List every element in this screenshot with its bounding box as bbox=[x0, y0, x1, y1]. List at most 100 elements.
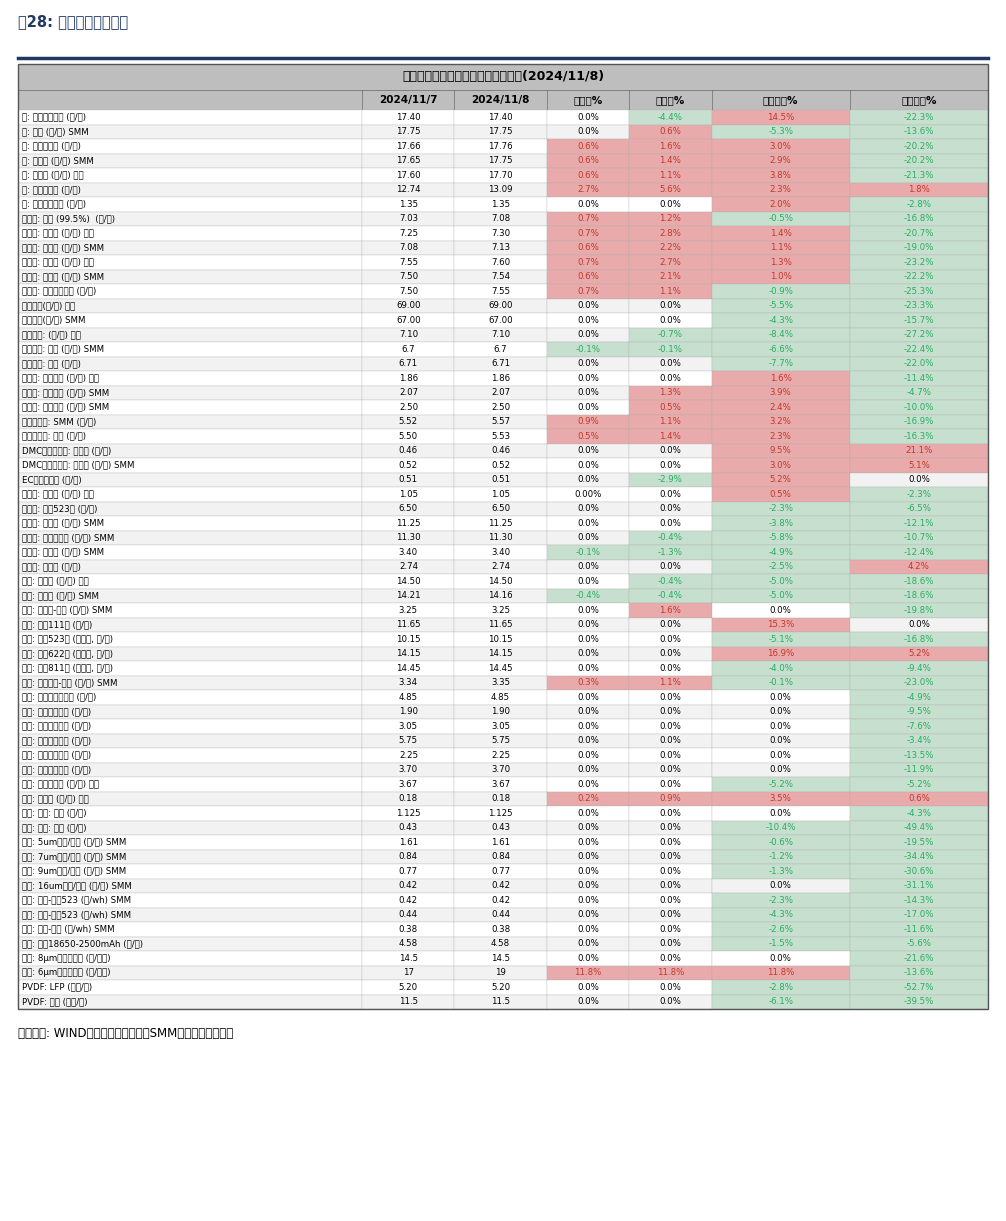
Text: 隔膜: 干法: 百川 (元/平): 隔膜: 干法: 百川 (元/平) bbox=[22, 823, 87, 833]
Bar bbox=[850, 893, 988, 907]
Text: -1.3%: -1.3% bbox=[769, 867, 793, 875]
Bar bbox=[455, 545, 546, 559]
Bar bbox=[629, 618, 711, 632]
Bar bbox=[18, 63, 988, 1009]
Text: 4.58: 4.58 bbox=[491, 939, 510, 949]
Bar bbox=[711, 994, 850, 1009]
Text: 4.2%: 4.2% bbox=[908, 562, 930, 571]
Bar bbox=[18, 589, 362, 603]
Text: 0.5%: 0.5% bbox=[576, 432, 599, 441]
Text: 2.7%: 2.7% bbox=[576, 186, 599, 194]
Text: 图28: 锂电材料价格情况: 图28: 锂电材料价格情况 bbox=[18, 13, 128, 29]
Bar bbox=[850, 139, 988, 154]
Text: 正极: 钴酸锂 (万/吨) SMM: 正极: 钴酸锂 (万/吨) SMM bbox=[22, 591, 99, 601]
Bar bbox=[362, 559, 455, 574]
Text: 11.5: 11.5 bbox=[491, 998, 510, 1006]
Bar bbox=[850, 748, 988, 762]
Text: 1.125: 1.125 bbox=[396, 808, 421, 818]
Text: 0.0%: 0.0% bbox=[576, 562, 599, 571]
Bar bbox=[711, 907, 850, 922]
Bar bbox=[850, 762, 988, 777]
Bar bbox=[18, 226, 362, 241]
Text: 氢氧化锂: 国产 (万/吨) SMM: 氢氧化锂: 国产 (万/吨) SMM bbox=[22, 344, 105, 354]
Text: 5.20: 5.20 bbox=[398, 983, 417, 991]
Bar bbox=[711, 559, 850, 574]
Text: -20.2%: -20.2% bbox=[903, 156, 935, 165]
Bar bbox=[629, 357, 711, 371]
Bar bbox=[711, 487, 850, 502]
Text: 0.0%: 0.0% bbox=[659, 983, 681, 991]
Text: 7.55: 7.55 bbox=[491, 287, 510, 295]
Text: 10.15: 10.15 bbox=[396, 635, 421, 643]
Bar bbox=[455, 922, 546, 937]
Bar bbox=[850, 777, 988, 791]
Bar bbox=[711, 705, 850, 719]
Text: 7.13: 7.13 bbox=[491, 243, 510, 253]
Text: -19.8%: -19.8% bbox=[903, 606, 935, 614]
Text: 0.0%: 0.0% bbox=[659, 316, 681, 325]
Text: 14.50: 14.50 bbox=[488, 576, 513, 586]
Text: 氢氧化锂: (万/吨) 百川: 氢氧化锂: (万/吨) 百川 bbox=[22, 330, 80, 339]
Text: 电解液: 磷酸铁锂 (万/吨) SMM: 电解液: 磷酸铁锂 (万/吨) SMM bbox=[22, 388, 110, 397]
Text: 电池: 方形-三元523 (元/wh) SMM: 电池: 方形-三元523 (元/wh) SMM bbox=[22, 896, 131, 905]
Bar bbox=[546, 298, 629, 313]
Bar bbox=[711, 458, 850, 473]
Text: 3.34: 3.34 bbox=[398, 678, 417, 687]
Text: 0.38: 0.38 bbox=[398, 924, 417, 934]
Text: 14.21: 14.21 bbox=[396, 591, 421, 601]
Bar bbox=[850, 110, 988, 125]
Bar bbox=[362, 342, 455, 357]
Bar bbox=[711, 661, 850, 675]
Bar bbox=[455, 168, 546, 182]
Bar bbox=[362, 646, 455, 661]
Bar bbox=[362, 90, 455, 110]
Text: 0.0%: 0.0% bbox=[659, 562, 681, 571]
Bar bbox=[18, 327, 362, 342]
Text: -34.4%: -34.4% bbox=[903, 852, 935, 861]
Bar bbox=[711, 429, 850, 443]
Text: 负极: 天然石墨中端 (万/吨): 负极: 天然石墨中端 (万/吨) bbox=[22, 766, 92, 774]
Bar bbox=[362, 182, 455, 197]
Text: 0.0%: 0.0% bbox=[576, 998, 599, 1006]
Text: 1.1%: 1.1% bbox=[659, 287, 681, 295]
Text: 14.5: 14.5 bbox=[491, 954, 510, 962]
Text: 0.0%: 0.0% bbox=[659, 519, 681, 527]
Bar bbox=[629, 342, 711, 357]
Bar bbox=[18, 211, 362, 226]
Text: -6.6%: -6.6% bbox=[769, 344, 793, 354]
Text: -39.5%: -39.5% bbox=[903, 998, 935, 1006]
Bar bbox=[362, 777, 455, 791]
Bar bbox=[546, 994, 629, 1009]
Bar bbox=[546, 646, 629, 661]
Text: 5.6%: 5.6% bbox=[659, 186, 681, 194]
Text: 9.5%: 9.5% bbox=[770, 446, 792, 455]
Bar bbox=[455, 675, 546, 690]
Bar bbox=[711, 139, 850, 154]
Text: 7.54: 7.54 bbox=[491, 272, 510, 281]
Text: -4.9%: -4.9% bbox=[906, 692, 932, 702]
Bar bbox=[18, 139, 362, 154]
Bar bbox=[711, 878, 850, 893]
Text: 氢氧化锂: 国产 (万/吨): 氢氧化锂: 国产 (万/吨) bbox=[22, 359, 80, 369]
Bar bbox=[711, 777, 850, 791]
Bar bbox=[546, 603, 629, 618]
Bar bbox=[455, 937, 546, 951]
Text: 1.61: 1.61 bbox=[398, 838, 417, 846]
Bar bbox=[362, 443, 455, 458]
Bar bbox=[629, 487, 711, 502]
Text: 14.45: 14.45 bbox=[488, 664, 513, 673]
Bar bbox=[711, 603, 850, 618]
Text: -2.6%: -2.6% bbox=[769, 924, 793, 934]
Bar bbox=[455, 632, 546, 646]
Bar bbox=[362, 850, 455, 864]
Bar bbox=[629, 386, 711, 400]
Text: 0.0%: 0.0% bbox=[659, 635, 681, 643]
Bar bbox=[850, 966, 988, 980]
Bar bbox=[546, 748, 629, 762]
Bar bbox=[850, 603, 988, 618]
Text: 5.2%: 5.2% bbox=[908, 650, 930, 658]
Text: 6.50: 6.50 bbox=[491, 504, 510, 513]
Text: 负极: 人造石墨低端 (万/吨): 负极: 人造石墨低端 (万/吨) bbox=[22, 707, 92, 717]
Bar bbox=[546, 313, 629, 327]
Bar bbox=[18, 414, 362, 429]
